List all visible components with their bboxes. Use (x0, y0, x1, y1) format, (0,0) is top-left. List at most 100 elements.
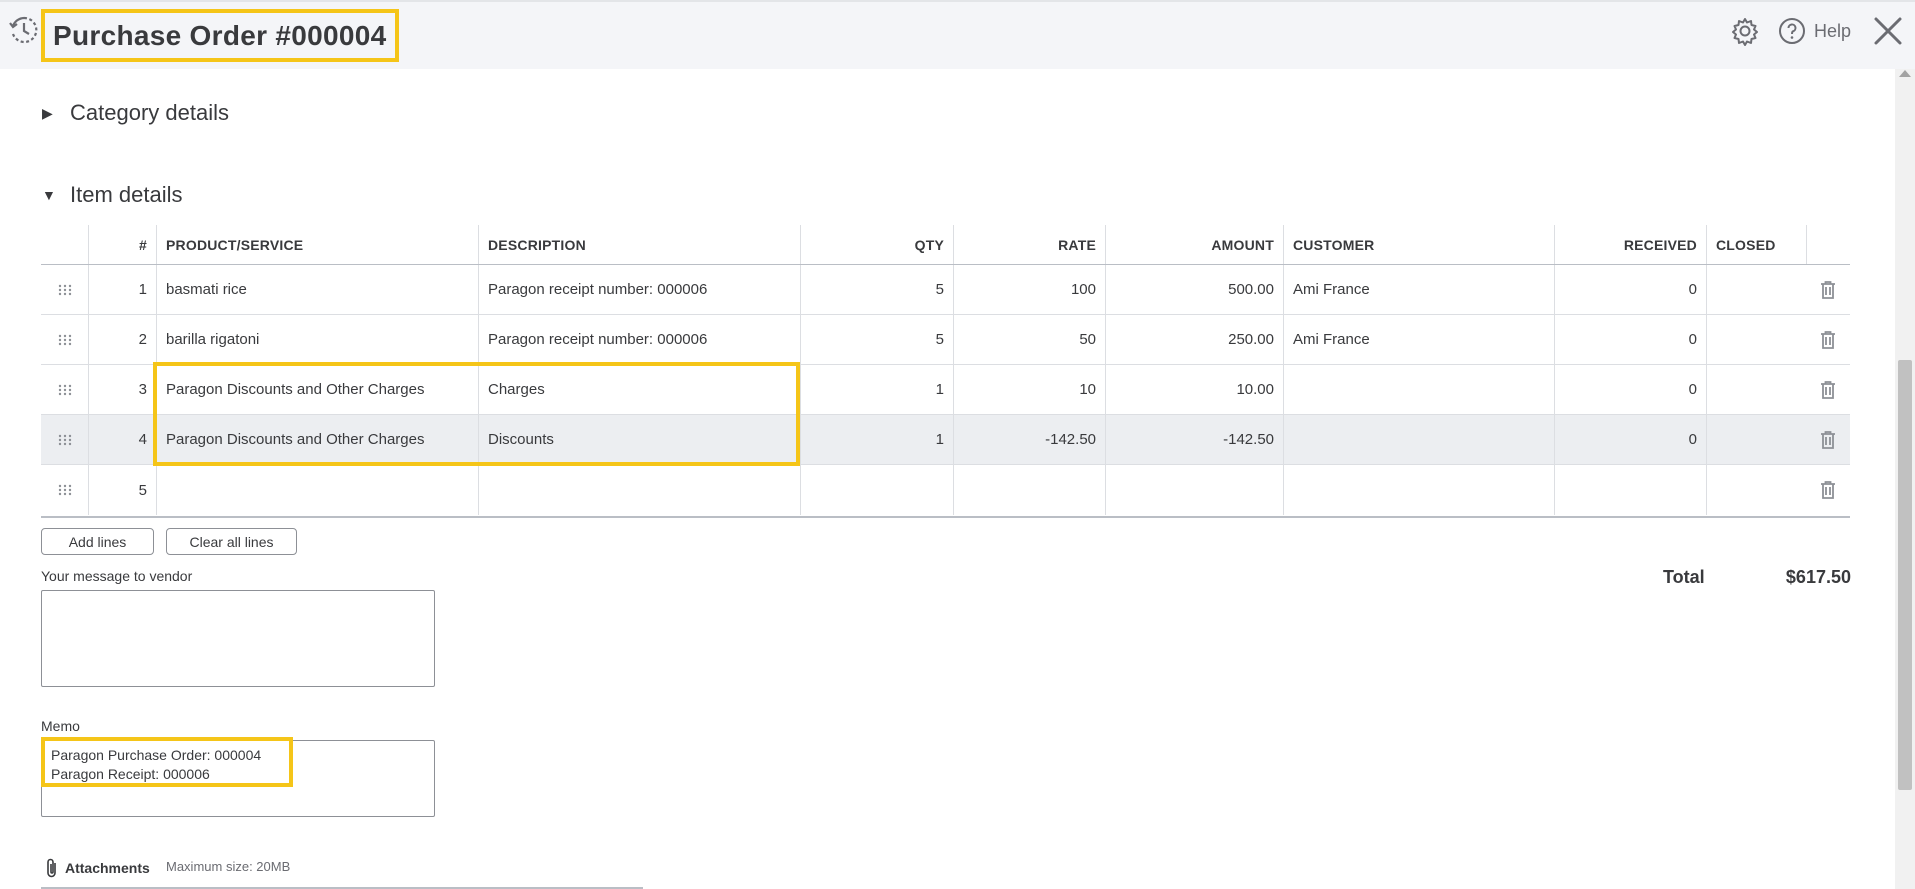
help-icon (1779, 18, 1805, 44)
qty-cell[interactable]: 5 (800, 265, 953, 314)
history-icon[interactable] (8, 14, 40, 46)
memo-input[interactable] (41, 740, 435, 817)
table-row[interactable]: 4 Paragon Discounts and Other Charges Di… (41, 415, 1850, 465)
trash-icon (1821, 430, 1835, 449)
item-details-toggle[interactable]: ▼ Item details (42, 182, 183, 208)
paperclip-icon (47, 858, 56, 878)
page-title: Purchase Order #000004 (53, 19, 387, 51)
table-row[interactable]: 3 Paragon Discounts and Other Charges Ch… (41, 365, 1850, 415)
table-header-row: # PRODUCT/SERVICE DESCRIPTION QTY RATE A… (41, 225, 1850, 265)
received-cell (1554, 465, 1706, 515)
close-icon[interactable] (1872, 15, 1904, 47)
trash-icon (1821, 380, 1835, 399)
closed-cell[interactable] (1706, 465, 1806, 515)
header-actions (1806, 225, 1850, 264)
closed-cell[interactable] (1706, 265, 1806, 314)
category-details-toggle[interactable]: ▶ Category details (42, 100, 229, 126)
attachments-label: Attachments (65, 860, 150, 876)
clear-all-lines-button[interactable]: Clear all lines (166, 528, 297, 555)
drag-handle-icon (58, 484, 71, 496)
drag-handle[interactable] (41, 265, 88, 314)
attachments-size-note: Maximum size: 20MB (166, 859, 291, 874)
amount-cell[interactable]: 250.00 (1105, 315, 1283, 364)
amount-cell[interactable] (1105, 465, 1283, 515)
description-cell[interactable] (478, 465, 800, 515)
vendor-message-label: Your message to vendor (41, 568, 193, 584)
qty-cell[interactable] (800, 465, 953, 515)
rate-cell[interactable]: 100 (953, 265, 1105, 314)
product-cell[interactable]: basmati rice (156, 265, 478, 314)
rate-cell[interactable]: 10 (953, 365, 1105, 414)
scroll-up-arrow[interactable] (1899, 70, 1911, 77)
row-number: 2 (88, 315, 156, 364)
table-row[interactable]: 2 barilla rigatoni Paragon receipt numbe… (41, 315, 1850, 365)
received-cell: 0 (1554, 265, 1706, 314)
drag-handle[interactable] (41, 415, 88, 464)
rate-cell[interactable] (953, 465, 1105, 515)
description-cell[interactable]: Paragon receipt number: 000006 (478, 315, 800, 364)
memo-highlight: Paragon Purchase Order: 000004 Paragon R… (41, 737, 293, 787)
customer-cell[interactable] (1283, 365, 1554, 414)
drag-handle-icon (58, 384, 71, 395)
drag-handle-icon (58, 334, 71, 345)
delete-row-button[interactable] (1806, 265, 1850, 314)
item-details-label: Item details (70, 182, 183, 207)
header-rate: RATE (953, 225, 1105, 264)
delete-row-button[interactable] (1806, 365, 1850, 414)
header-closed: CLOSED (1706, 225, 1806, 264)
description-cell[interactable]: Paragon receipt number: 000006 (478, 265, 800, 314)
amount-cell[interactable]: 500.00 (1105, 265, 1283, 314)
product-cell[interactable]: barilla rigatoni (156, 315, 478, 364)
memo-line-1: Paragon Purchase Order: 000004 (51, 747, 262, 763)
qty-cell[interactable]: 5 (800, 315, 953, 364)
header-product: PRODUCT/SERVICE (156, 225, 478, 264)
customer-cell[interactable] (1283, 465, 1554, 515)
product-cell[interactable]: Paragon Discounts and Other Charges (156, 365, 478, 414)
header-num: # (88, 225, 156, 264)
header-qty: QTY (800, 225, 953, 264)
gear-icon[interactable] (1730, 16, 1760, 46)
received-cell: 0 (1554, 315, 1706, 364)
drag-handle[interactable] (41, 315, 88, 364)
description-cell[interactable]: Charges (478, 365, 800, 414)
form-header: Purchase Order #000004 Help (0, 0, 1915, 69)
qty-cell[interactable]: 1 (800, 415, 953, 464)
delete-row-button[interactable] (1806, 465, 1850, 515)
amount-cell[interactable]: -142.50 (1105, 415, 1283, 464)
total-label: Total (1663, 567, 1705, 587)
rate-cell[interactable]: -142.50 (953, 415, 1105, 464)
trash-icon (1821, 280, 1835, 299)
amount-cell[interactable]: 10.00 (1105, 365, 1283, 414)
rate-cell[interactable]: 50 (953, 315, 1105, 364)
delete-row-button[interactable] (1806, 315, 1850, 364)
help-button[interactable]: Help (1778, 16, 1851, 46)
customer-cell[interactable] (1283, 415, 1554, 464)
attachments-header[interactable]: Attachments (45, 857, 150, 879)
add-lines-button[interactable]: Add lines (41, 528, 154, 555)
customer-cell[interactable]: Ami France (1283, 265, 1554, 314)
scrollbar-thumb[interactable] (1898, 360, 1912, 790)
header-customer: CUSTOMER (1283, 225, 1554, 264)
closed-cell[interactable] (1706, 315, 1806, 364)
delete-row-button[interactable] (1806, 415, 1850, 464)
total-value: $617.50 (1785, 567, 1851, 587)
attachments-dropzone-edge[interactable] (41, 887, 643, 889)
closed-cell[interactable] (1706, 415, 1806, 464)
collapse-arrow-icon: ▼ (42, 187, 56, 203)
qty-cell[interactable]: 1 (800, 365, 953, 414)
customer-cell[interactable]: Ami France (1283, 315, 1554, 364)
drag-handle[interactable] (41, 465, 88, 515)
closed-cell[interactable] (1706, 365, 1806, 414)
received-cell: 0 (1554, 365, 1706, 414)
vendor-message-input[interactable] (41, 590, 435, 687)
row-number: 5 (88, 465, 156, 515)
product-cell[interactable]: Paragon Discounts and Other Charges (156, 415, 478, 464)
description-cell[interactable]: Discounts (478, 415, 800, 464)
drag-handle-icon (58, 434, 71, 445)
drag-handle[interactable] (41, 365, 88, 414)
header-amount: AMOUNT (1105, 225, 1283, 264)
table-row[interactable]: 1 basmati rice Paragon receipt number: 0… (41, 265, 1850, 315)
help-label: Help (1814, 20, 1852, 41)
table-row[interactable]: 5 (41, 465, 1850, 515)
product-cell[interactable] (156, 465, 478, 515)
